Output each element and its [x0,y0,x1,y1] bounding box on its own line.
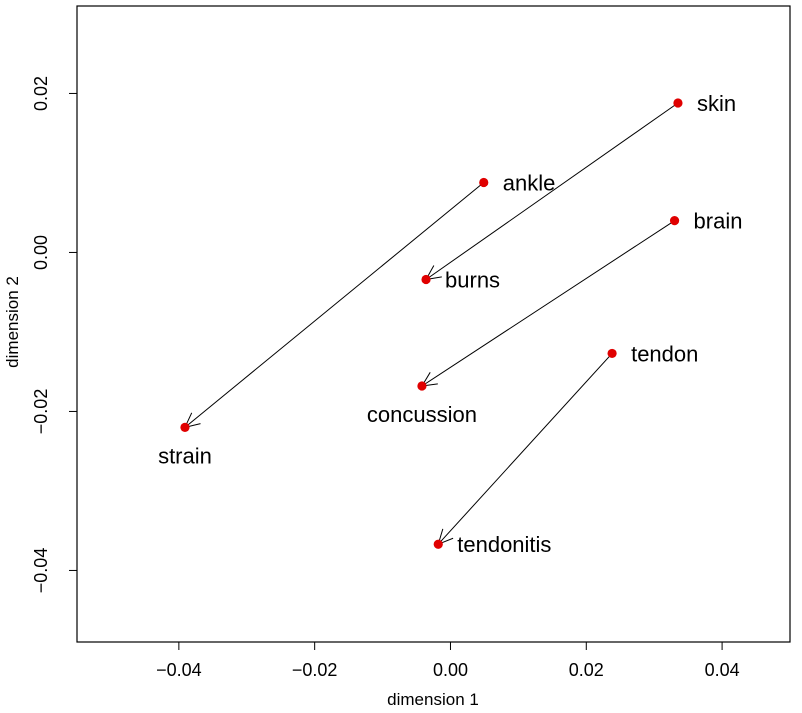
x-tick-label: 0.00 [433,660,468,680]
point-label-burns: burns [445,267,500,292]
point-label-tendonitis: tendonitis [457,532,551,557]
plot-frame [76,5,791,643]
y-tick-label: 0.02 [31,76,51,111]
point-brain [669,216,680,226]
point-strain [180,422,190,432]
y-tick-label: 0.00 [31,235,51,270]
x-tick-label: 0.02 [569,660,604,680]
point-label-skin: skin [697,91,736,116]
point-ankle [479,177,489,188]
arrow-ankle-to-strain [184,182,485,428]
x-tick-label: −0.04 [156,660,202,680]
y-axis-title: dimension 2 [3,276,22,368]
arrows [184,102,679,545]
y-axis: −0.04 −0.02 0.00 0.02 [31,76,77,593]
points [180,98,683,549]
point-labels: skin ankle brain burns tendon concussion strai… [158,91,742,557]
point-concussion [417,381,427,391]
x-tick-label: 0.04 [705,660,740,680]
point-burns [421,274,431,285]
x-axis: −0.04 −0.02 0.00 0.02 0.04 [156,642,740,680]
point-label-brain: brain [694,209,743,234]
point-tendon [607,348,617,359]
y-tick-label: −0.04 [31,548,51,594]
point-label-strain: strain [158,443,212,468]
y-tick-label: −0.02 [31,389,51,435]
x-tick-label: −0.02 [292,660,338,680]
point-label-ankle: ankle [503,170,556,195]
x-axis-title: dimension 1 [387,690,479,709]
point-tendonitis [433,539,443,549]
point-label-concussion: concussion [367,402,477,427]
point-skin [673,98,683,108]
arrow-tendon-to-tendonitis [437,353,613,545]
point-label-tendon: tendon [631,341,698,366]
